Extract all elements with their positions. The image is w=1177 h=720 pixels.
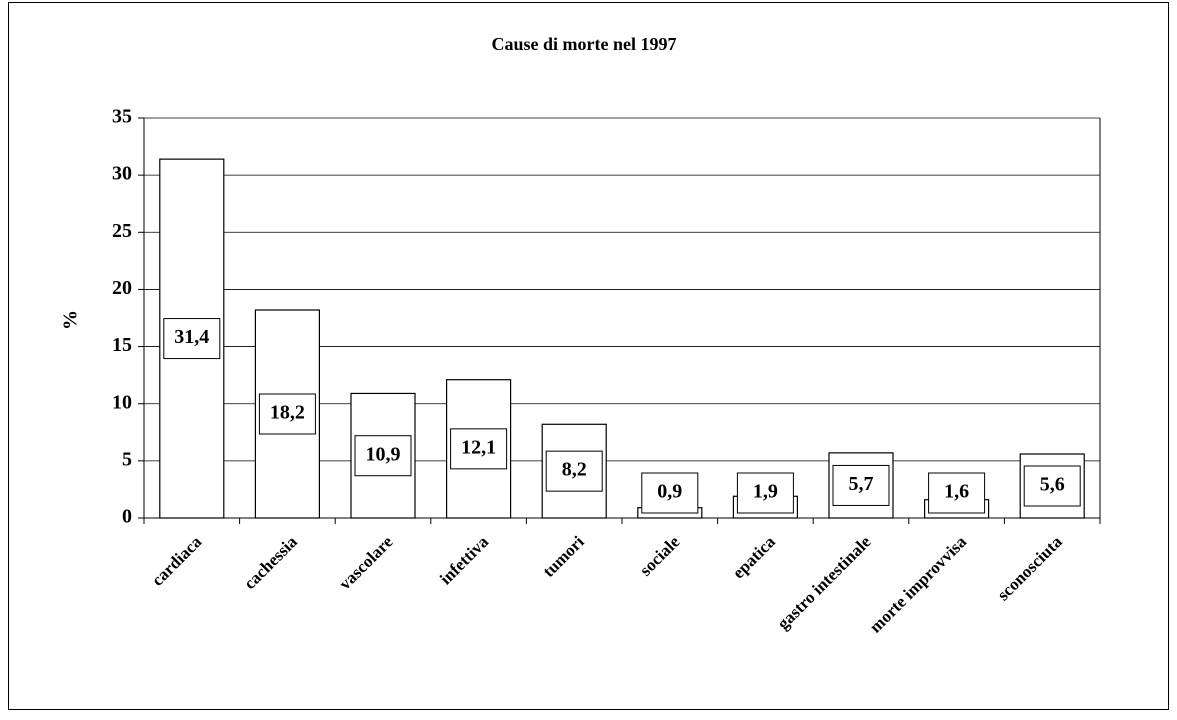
value-label: 0,9 [657,481,682,503]
value-label: 31,4 [174,326,209,348]
value-label: 12,1 [461,436,496,458]
x-tick-label: cachessia [240,532,301,593]
x-tick-label: sconosciuta [994,532,1067,605]
x-tick-label: cardiaca [148,532,206,590]
value-label: 18,2 [270,402,305,424]
x-tick-label: tumori [539,532,588,581]
value-label-box [545,450,603,492]
y-tick-label: 15 [112,334,132,356]
x-tick-label: vascolare [335,532,397,594]
y-tick-label: 0 [122,506,132,528]
y-tick-label: 30 [112,163,132,185]
x-tick-label: gastro intestinale [774,532,875,633]
y-axis-label: % [60,310,82,330]
y-tick-label: 5 [122,448,132,470]
value-label-box [258,393,316,435]
value-label-box [450,428,508,470]
chart-title: Cause di morte nel 1997 [492,34,677,54]
x-tick-label: epatica [729,532,780,583]
x-tick-label: sociale [636,532,684,580]
value-label: 10,9 [366,443,401,465]
x-tick-label: infettiva [436,532,493,589]
y-tick-label: 10 [112,391,132,413]
value-label-box [163,318,221,360]
value-label: 5,7 [849,473,874,495]
value-label-box [354,435,412,477]
x-tick-label: morte improvvisa [866,532,971,637]
value-label: 8,2 [562,459,587,481]
y-tick-label: 25 [112,220,132,242]
value-label-box [928,472,986,514]
value-label-box [832,464,890,506]
value-label: 5,6 [1040,474,1065,496]
y-tick-label: 35 [112,106,132,128]
value-label-box [641,472,699,514]
value-label: 1,9 [753,481,778,503]
value-label-box [1023,465,1081,507]
chart-frame [8,2,1169,710]
value-label: 1,6 [944,481,969,503]
value-label-box [736,472,794,514]
y-tick-label: 20 [112,277,132,299]
